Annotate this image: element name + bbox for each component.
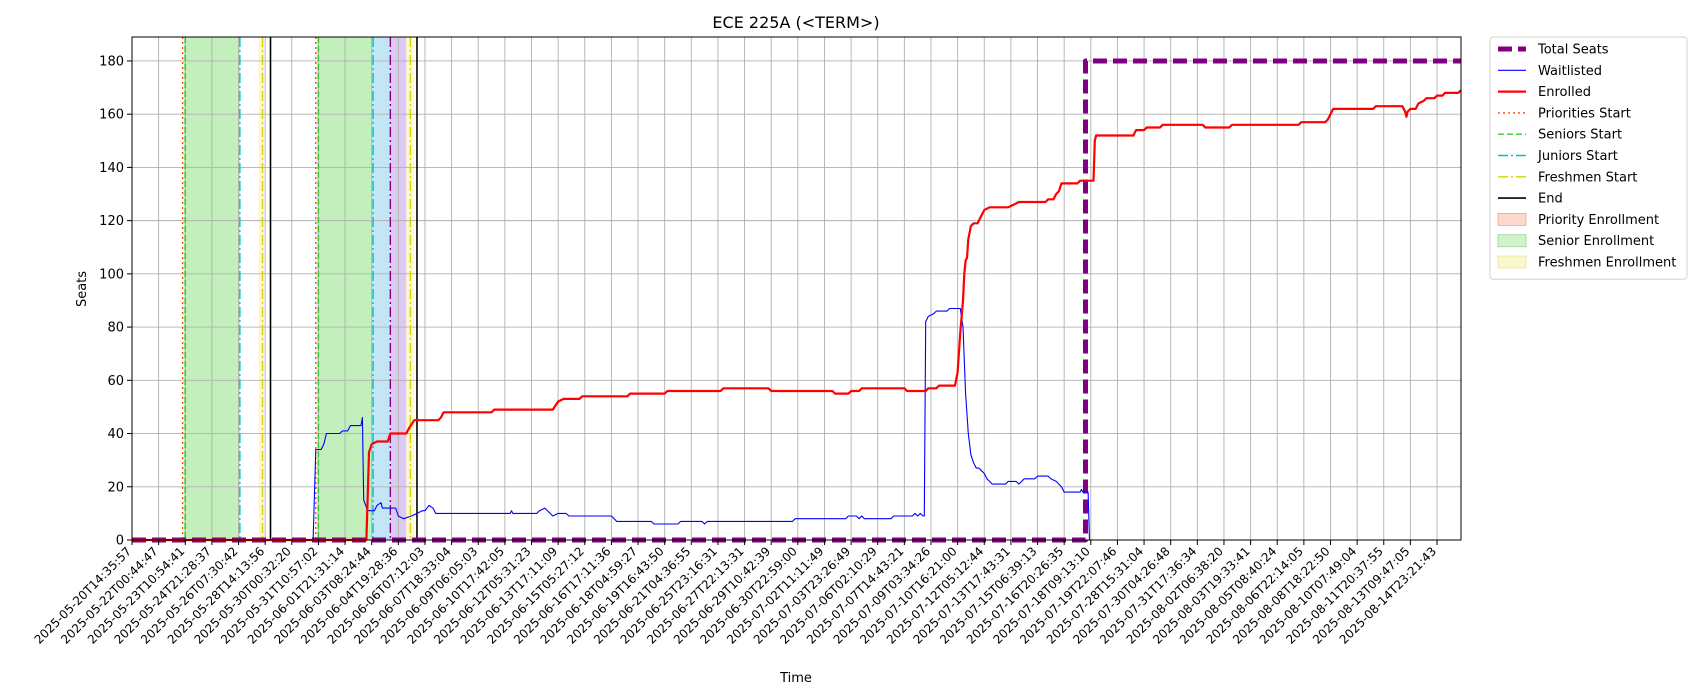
series-line bbox=[132, 89, 1462, 542]
legend-label: Waitlisted bbox=[1538, 64, 1602, 79]
y-tick-label: 120 bbox=[99, 214, 124, 229]
vertical-markers bbox=[181, 37, 418, 540]
y-axis-label: Seats bbox=[75, 271, 90, 307]
legend-label: Priorities Start bbox=[1538, 106, 1631, 121]
legend-label: Juniors Start bbox=[1537, 149, 1618, 164]
series-line bbox=[132, 58, 1461, 543]
legend-label: Total Seats bbox=[1537, 43, 1609, 58]
legend-label: Enrolled bbox=[1538, 85, 1591, 100]
x-axis: 2025-05-20T14:35:572025-05-22T00:44:4720… bbox=[32, 540, 1439, 647]
y-tick-label: 180 bbox=[99, 54, 124, 69]
legend-label: Freshmen Enrollment bbox=[1538, 256, 1676, 271]
y-tick-label: 40 bbox=[107, 427, 124, 442]
y-axis: 0 20 40 60 80 100 120 140 160 180 bbox=[99, 54, 132, 549]
shaded-region bbox=[406, 37, 415, 540]
plot-area bbox=[131, 36, 1462, 543]
y-tick-label: 160 bbox=[99, 108, 124, 123]
legend-label: Seniors Start bbox=[1538, 128, 1622, 143]
y-tick-label: 100 bbox=[99, 267, 124, 282]
shaded-region bbox=[371, 37, 391, 540]
legend-swatch bbox=[1497, 212, 1527, 226]
chart-title: ECE 225A (<TERM>) bbox=[712, 13, 879, 32]
series-line bbox=[132, 307, 1461, 541]
legend-swatch bbox=[1497, 255, 1527, 269]
y-tick-label: 20 bbox=[107, 480, 124, 495]
y-tick-label: 80 bbox=[107, 321, 124, 336]
legend-swatch bbox=[1497, 234, 1527, 248]
shaded-region bbox=[258, 37, 264, 540]
legend-label: Senior Enrollment bbox=[1538, 234, 1654, 249]
x-axis-label: Time bbox=[779, 671, 812, 686]
legend-label: End bbox=[1538, 192, 1563, 207]
y-tick-label: 140 bbox=[99, 161, 124, 176]
data-series bbox=[132, 58, 1462, 543]
legend: Total Seats Waitlisted Enrolled Priorities … bbox=[1489, 36, 1688, 280]
shaded-regions bbox=[183, 37, 415, 540]
legend-label: Priority Enrollment bbox=[1538, 213, 1659, 228]
grid-lines bbox=[131, 37, 1461, 541]
y-tick-label: 60 bbox=[107, 374, 124, 389]
legend-label: Freshmen Start bbox=[1538, 170, 1637, 185]
plot-frame bbox=[131, 36, 1462, 541]
legend-box bbox=[1489, 36, 1688, 280]
y-tick-label: 0 bbox=[116, 534, 124, 549]
